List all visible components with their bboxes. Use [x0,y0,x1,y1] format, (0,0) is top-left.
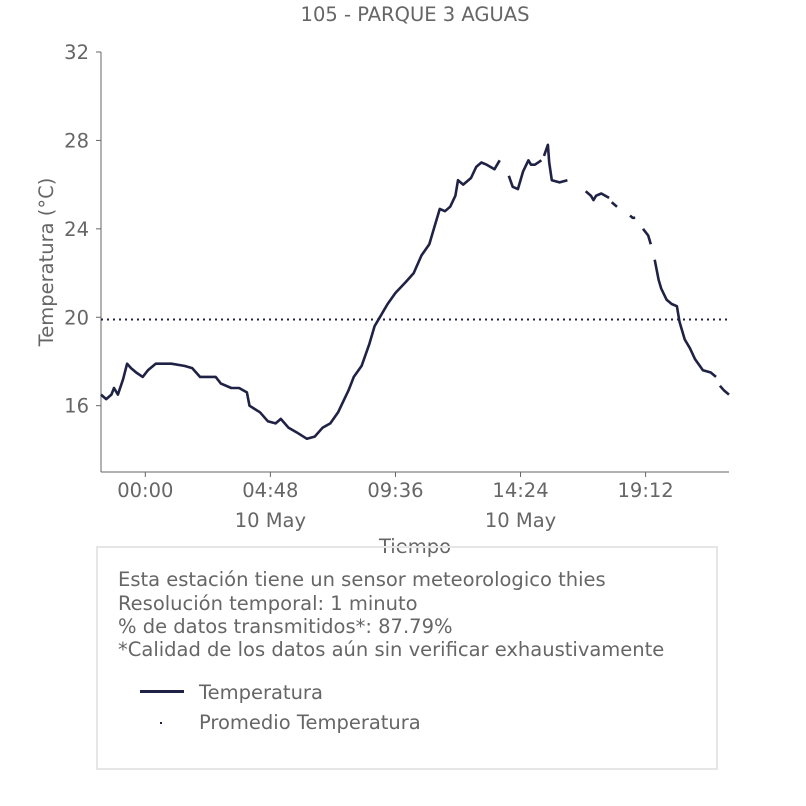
x-tick-label: 09:36 [367,479,423,502]
legend-average-swatch [160,722,162,724]
y-tick-label: 16 [64,395,89,418]
y-tick-label: 20 [64,306,89,329]
temperature-series-line [718,384,730,396]
x-tick-label: 04:48 [242,479,298,502]
temperature-chart: 105 - PARQUE 3 AGUAS 16 20 24 28 32 00:00 04:4… [35,3,730,558]
temperature-series-line [507,159,543,191]
data-percent-text: % de datos transmitidos*: 87.79% [118,615,453,638]
info-legend-box: Esta estación tiene un sensor meteorolog… [96,546,718,770]
x-tick-label: 14:24 [492,479,548,502]
temperature-series-line [641,228,653,245]
x-tick-date-label: 10 May [485,509,556,532]
y-tick-label: 28 [64,129,89,152]
y-tick-label: 32 [64,41,89,64]
y-tick-label: 24 [64,218,89,241]
legend-average-label: Promedio Temperatura [199,711,421,734]
plot-area: 16 20 24 28 32 00:00 04:48 10 May 09:36 14:24 10 M… [64,41,730,532]
temperature-series-line [584,190,610,202]
x-tick-label: 00:00 [117,479,173,502]
legend-temperature-swatch [140,690,184,693]
temperature-series-line [653,259,717,378]
temperature-series-line [629,214,636,220]
chart-title: 105 - PARQUE 3 AGUAS [301,3,530,26]
temperature-series-line [542,143,568,184]
x-tick-label: 19:12 [618,479,674,502]
legend-temperature-label: Temperatura [199,681,323,704]
quality-note-text: *Calidad de los datos aún sin verificar … [118,638,665,661]
temperature-series-line [100,159,501,441]
x-tick-date-label: 10 May [235,509,306,532]
station-sensor-text: Esta estación tiene un sensor meteorolog… [118,568,606,591]
resolution-text: Resolución temporal: 1 minuto [118,592,418,615]
y-axis-label: Temperatura (°C) [35,178,58,348]
temperature-series-line [610,201,618,208]
